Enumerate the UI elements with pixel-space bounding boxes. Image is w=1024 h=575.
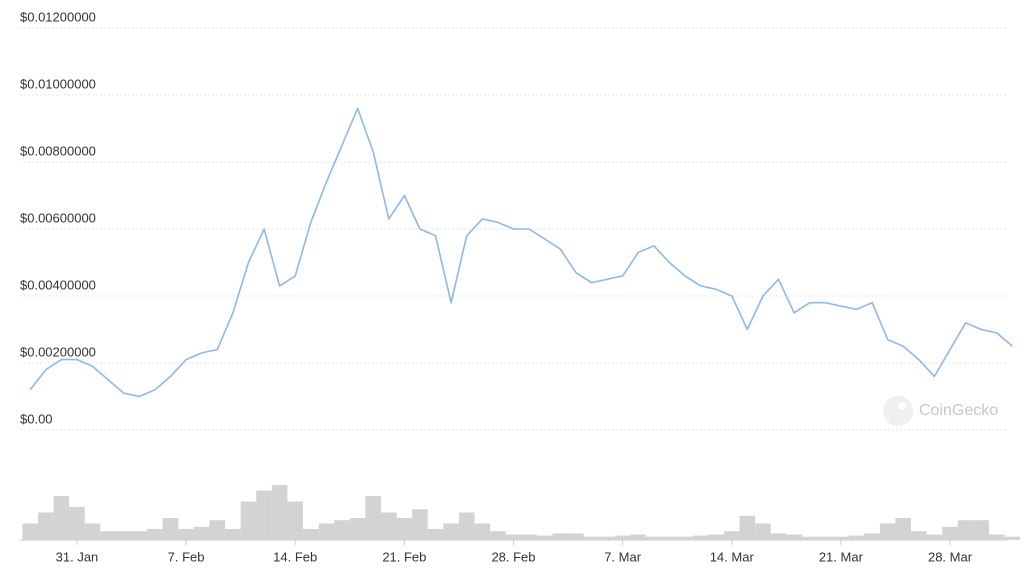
price-line: [29, 107, 1013, 398]
x-tick-label: 14. Feb: [273, 549, 317, 564]
watermark: CoinGecko: [883, 396, 998, 426]
volume-bar: [396, 518, 413, 540]
volume-bar: [568, 533, 584, 540]
volume-bar: [458, 512, 475, 540]
volume-bar: [209, 520, 226, 540]
x-tick-label: 7. Mar: [604, 549, 642, 564]
volume-bar: [365, 496, 381, 540]
y-tick-label: $0.01000000: [20, 76, 96, 91]
volume-bar: [427, 529, 444, 540]
volume-bar: [521, 534, 537, 540]
x-tick-label: 21. Feb: [382, 549, 426, 564]
x-tick-label: 21. Mar: [819, 549, 864, 564]
volume-bar: [84, 523, 101, 540]
volume-bar: [22, 523, 38, 540]
volume-bar: [131, 531, 148, 540]
volume-bar: [100, 531, 116, 540]
volume-bar: [225, 529, 241, 540]
y-tick-label: $0.00600000: [20, 210, 96, 225]
volume-bar: [661, 536, 678, 540]
volume-bar: [801, 536, 818, 540]
volume-bar: [162, 518, 179, 540]
volume-bar: [115, 531, 132, 540]
volume-bar: [552, 533, 569, 540]
volume-bar: [988, 534, 1005, 540]
volume-bar: [848, 535, 865, 540]
volume-bar: [692, 535, 709, 540]
volume-bar: [490, 531, 506, 540]
volume-bar: [973, 520, 989, 540]
volume-bar: [256, 490, 272, 540]
volume-bar: [271, 485, 288, 540]
volume-bar: [53, 496, 70, 540]
volume-bar: [178, 529, 194, 540]
volume-bar: [911, 531, 927, 540]
volume-bar: [1004, 536, 1021, 540]
volume-bar: [895, 518, 912, 540]
volume-bar: [536, 535, 553, 540]
x-tick-label: 7. Feb: [168, 549, 205, 564]
watermark-logo: [883, 396, 913, 426]
plot: $0.00 $0.00200000 $0.00400000 $0.00600000 $0…: [20, 9, 1021, 564]
y-tick-label: $0.00800000: [20, 143, 96, 158]
volume-bar: [723, 531, 740, 540]
volume-bar: [240, 501, 257, 540]
volume-bar: [349, 518, 366, 540]
volume-bar: [879, 523, 896, 540]
y-tick-label: $0.01200000: [20, 9, 96, 24]
volume-bar: [287, 501, 304, 540]
volume-bar: [69, 507, 85, 540]
volume-bar: [942, 526, 958, 540]
volume-bar: [334, 520, 350, 540]
x-tick-label: 31. Jan: [56, 549, 99, 564]
volume-bar: [817, 536, 834, 540]
x-tick-label: 14. Mar: [710, 549, 755, 564]
volume-bar: [505, 534, 522, 540]
volume-bar: [739, 515, 756, 540]
volume-bar: [318, 523, 335, 540]
x-tick-label: 28. Mar: [928, 549, 973, 564]
watermark-text: CoinGecko: [919, 402, 998, 419]
volume-bar: [412, 509, 428, 540]
volume-bar: [833, 536, 849, 540]
volume-bar: [37, 512, 54, 540]
volume-bar: [786, 534, 802, 540]
volume-bar: [583, 536, 600, 540]
y-tick-label: $0.00400000: [20, 277, 96, 292]
volume-bar: [147, 529, 163, 540]
volume-bar: [755, 523, 771, 540]
volume-bar: [474, 523, 491, 540]
volume-bar: [193, 526, 210, 540]
volume-bar: [770, 533, 787, 540]
volume-bar: [614, 535, 631, 540]
volume-bar: [864, 533, 880, 540]
volume-bar: [926, 534, 943, 540]
volume-bar: [303, 529, 319, 540]
volume-bar: [646, 536, 662, 540]
watermark-logo-eye: [898, 402, 906, 410]
volume-bar: [443, 523, 459, 540]
volume-bar: [708, 534, 724, 540]
y-tick-label: $0.00200000: [20, 344, 96, 359]
volume-bar: [677, 536, 693, 540]
volume-bar: [957, 520, 974, 540]
volume-bar: [630, 534, 647, 540]
x-tick-label: 28. Feb: [491, 549, 535, 564]
volume-bar: [380, 512, 397, 540]
y-tick-label: $0.00: [20, 411, 53, 426]
volume-bar: [599, 536, 615, 540]
